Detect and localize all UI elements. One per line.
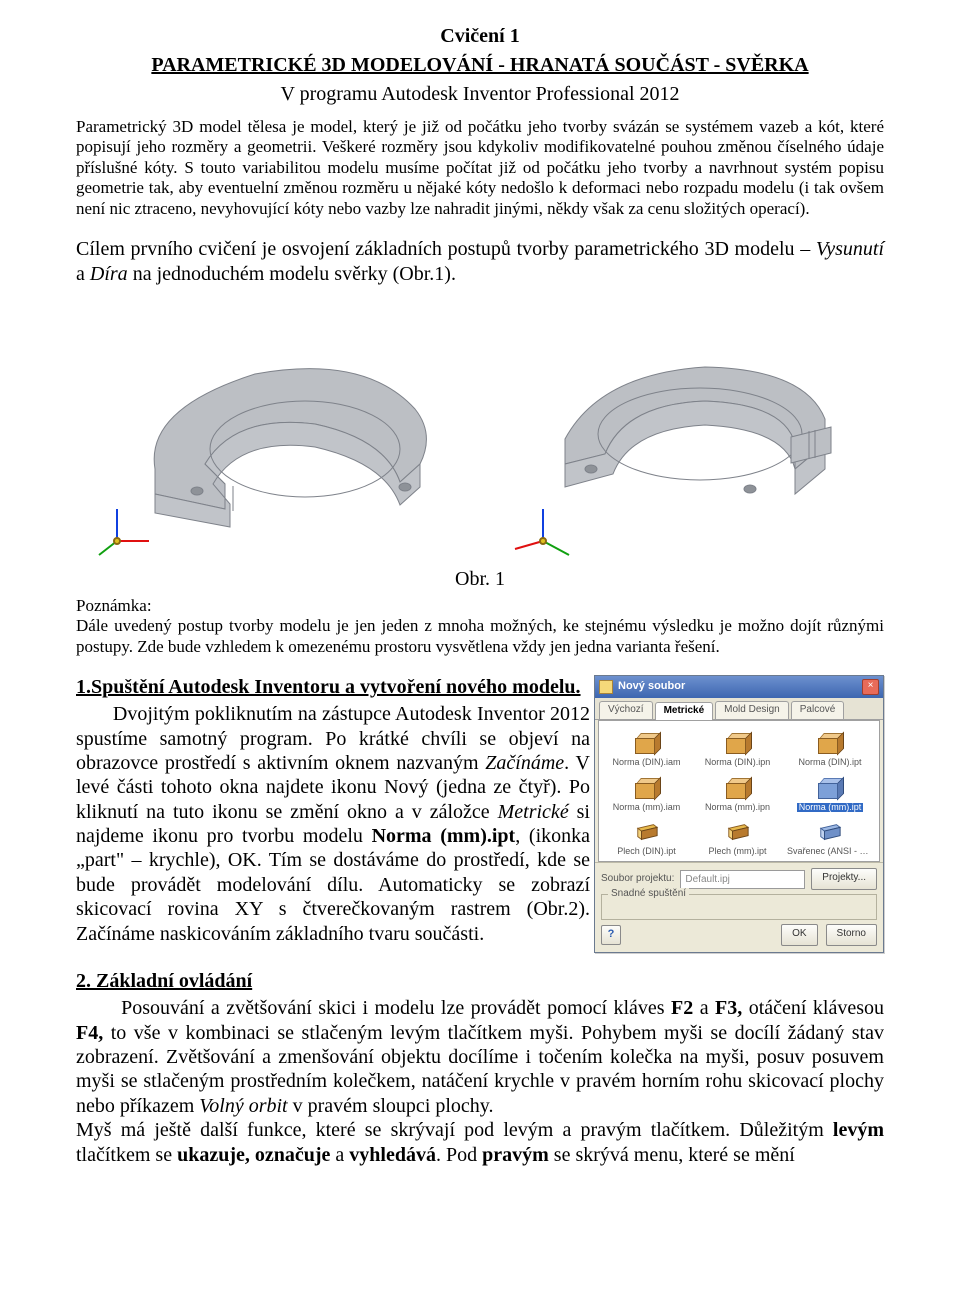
s1i1: Začínáme: [485, 752, 564, 774]
quick-launch-group: Snadné spuštění: [601, 894, 877, 920]
note-label: Poznámka:: [76, 596, 152, 615]
s1i2: Metrické: [498, 801, 569, 823]
template-item-label: Svařenec (ANSI - mm).iam: [785, 847, 875, 857]
section-2-heading: 2. Základní ovládání: [76, 969, 884, 994]
project-label: Soubor projektu:: [601, 873, 674, 886]
dialog-tab-2[interactable]: Mold Design: [715, 701, 789, 719]
intro-paragraph-big: Cílem prvního cvičení je osvojení základ…: [76, 237, 884, 287]
projects-button[interactable]: Projekty...: [811, 868, 877, 890]
dialog-close-button[interactable]: ×: [862, 679, 879, 695]
cube-icon: [722, 774, 754, 802]
template-item-label: Plech (mm).ipt: [706, 847, 768, 857]
s2p8: a: [330, 1144, 349, 1166]
s2b4: levým: [833, 1119, 884, 1141]
section-1-text: 1.Spuštění Autodesk Inventoru a vytvořen…: [76, 675, 590, 946]
dialog-title: Nový soubor: [618, 680, 862, 694]
dialog-body: Norma (DIN).iam Norma (DIN).ipn Norma (DIN…: [598, 720, 880, 863]
template-item-8[interactable]: Svařenec (ANSI - mm).iam: [785, 816, 875, 859]
project-value[interactable]: Default.ipj: [680, 870, 805, 889]
cube-icon: [814, 729, 846, 757]
doc-title: Cvičení 1: [76, 24, 884, 49]
ok-button[interactable]: OK: [781, 924, 817, 946]
figure-row: [76, 319, 884, 559]
template-item-3[interactable]: Norma (mm).iam: [603, 772, 690, 815]
s2b3: F4,: [76, 1022, 103, 1044]
s2p3: otáčení klávesou: [742, 997, 884, 1019]
section-1-heading: 1.Spuštění Autodesk Inventoru a vytvořen…: [76, 675, 590, 700]
intro-big-italic-1: Vysunutí: [816, 238, 884, 260]
template-item-label: Norma (DIN).ipt: [796, 758, 863, 768]
intro-big-post: na jednoduchém modelu svěrky (Obr.1).: [128, 263, 456, 285]
cube-icon: [814, 774, 846, 802]
template-item-4[interactable]: Norma (mm).ipn: [694, 772, 781, 815]
section-1-wrap: 1.Spuštění Autodesk Inventoru a vytvořen…: [76, 675, 884, 953]
dialog-bottom: Soubor projektu: Default.ipj Projekty...…: [595, 862, 883, 952]
intro-paragraph-small: Parametrický 3D model tělesa je model, k…: [76, 117, 884, 219]
new-file-dialog: Nový soubor × Výchozí Metrické Mold Desi…: [594, 675, 884, 953]
template-item-label: Norma (mm).ipn: [703, 803, 772, 813]
s2p5: v pravém sloupci plochy.: [288, 1095, 494, 1117]
template-item-label: Norma (DIN).iam: [610, 758, 682, 768]
dialog-title-icon: [599, 680, 613, 694]
s2b6: vyhledává: [349, 1144, 436, 1166]
cube-icon: [722, 729, 754, 757]
quick-launch-title: Snadné spuštění: [608, 888, 689, 901]
cube-icon: [631, 774, 663, 802]
s2b7: pravým: [482, 1144, 549, 1166]
s2b5: ukazuje, označuje: [177, 1144, 330, 1166]
intro-big-mid: a: [76, 263, 90, 285]
dialog-titlebar: Nový soubor ×: [595, 676, 883, 698]
s2p6: Myš má ještě další funkce, které se skrý…: [76, 1119, 833, 1141]
template-item-7[interactable]: Plech (mm).ipt: [694, 816, 781, 859]
s2p10: se skrývá menu, které se mění: [549, 1144, 795, 1166]
dialog-tabs: Výchozí Metrické Mold Design Palcové: [595, 698, 883, 720]
section-1-body: Dvojitým pokliknutím na zástupce Autodes…: [76, 702, 590, 946]
dialog-tab-1[interactable]: Metrické: [655, 702, 714, 720]
doc-subtitle: PARAMETRICKÉ 3D MODELOVÁNÍ - HRANATÁ SOU…: [76, 53, 884, 78]
note-text: Dále uvedený postup tvorby modelu je jen…: [76, 616, 884, 655]
s2b1: F2: [671, 997, 693, 1019]
sheet-icon: [722, 818, 754, 846]
template-item-label: Plech (DIN).ipt: [615, 847, 678, 857]
figure-caption: Obr. 1: [76, 567, 884, 592]
figure-right: [495, 319, 875, 559]
s1b1: Norma (mm).ipt: [372, 825, 516, 847]
template-item-0[interactable]: Norma (DIN).iam: [603, 727, 690, 770]
template-item-label: Norma (mm).iam: [611, 803, 683, 813]
clamp-model-right: [565, 367, 831, 494]
sheet-icon: [631, 818, 663, 846]
template-item-5[interactable]: Norma (mm).ipt: [785, 772, 875, 815]
section-2-body: Posouvání a zvětšování skici i modelu lz…: [76, 996, 884, 1167]
note-block: Poznámka: Dále uvedený postup tvorby mod…: [76, 596, 884, 657]
sheet-icon: [814, 818, 846, 846]
template-item-1[interactable]: Norma (DIN).ipn: [694, 727, 781, 770]
cancel-button[interactable]: Storno: [826, 924, 877, 946]
s2i1: Volný orbit: [199, 1095, 287, 1117]
clamp-model-left: [154, 369, 426, 527]
intro-big-pre: Cílem prvního cvičení je osvojení základ…: [76, 238, 816, 260]
dialog-template-grid: Norma (DIN).iam Norma (DIN).ipn Norma (DIN…: [599, 727, 879, 860]
dialog-tab-0[interactable]: Výchozí: [599, 701, 653, 719]
s2p2: a: [693, 997, 715, 1019]
help-button[interactable]: ?: [601, 925, 621, 945]
template-item-2[interactable]: Norma (DIN).ipt: [785, 727, 875, 770]
s2p9: . Pod: [436, 1144, 482, 1166]
figure-left: [85, 319, 465, 559]
intro-big-italic-2: Díra: [90, 263, 128, 285]
s2p1: Posouvání a zvětšování skici i modelu lz…: [121, 997, 671, 1019]
cube-icon: [631, 729, 663, 757]
document-page: Cvičení 1 PARAMETRICKÉ 3D MODELOVÁNÍ - H…: [0, 0, 960, 1207]
s2b2: F3,: [715, 997, 742, 1019]
dialog-tab-3[interactable]: Palcové: [791, 701, 845, 719]
template-item-label: Norma (DIN).ipn: [703, 758, 773, 768]
template-item-label: Norma (mm).ipt: [797, 803, 864, 813]
template-item-6[interactable]: Plech (DIN).ipt: [603, 816, 690, 859]
s2p7: tlačítkem se: [76, 1144, 177, 1166]
program-line: V programu Autodesk Inventor Professiona…: [76, 82, 884, 107]
